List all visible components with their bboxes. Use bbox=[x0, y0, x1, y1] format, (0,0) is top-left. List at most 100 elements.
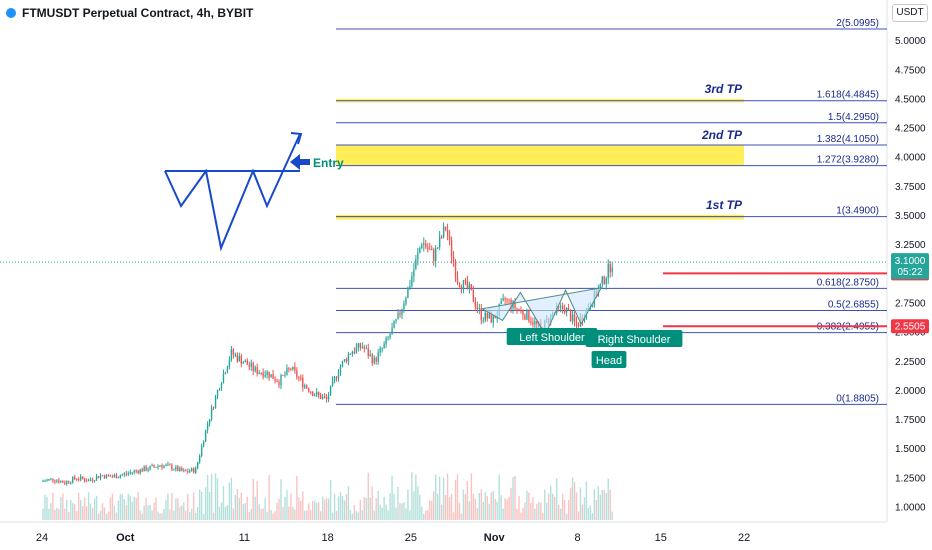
volume-bar bbox=[139, 510, 141, 520]
candle-body bbox=[532, 322, 534, 325]
candle-body bbox=[89, 479, 92, 481]
y-tick-label: 5.0000 bbox=[895, 36, 926, 47]
candle-body bbox=[319, 394, 322, 399]
candle-body bbox=[488, 313, 490, 319]
volume-bar bbox=[107, 511, 110, 520]
volume-bar bbox=[339, 491, 342, 520]
candle-body bbox=[470, 284, 473, 291]
fib-level-label: 2(5.0995) bbox=[836, 18, 879, 29]
candle-body bbox=[458, 283, 461, 287]
candle-body bbox=[500, 300, 502, 305]
candle-body bbox=[169, 464, 171, 466]
volume-bar bbox=[147, 505, 149, 520]
volume-bar bbox=[496, 501, 498, 520]
candle-body bbox=[210, 407, 213, 420]
candle-body bbox=[419, 247, 421, 253]
volume-bar bbox=[149, 504, 151, 520]
candle-body bbox=[248, 364, 250, 367]
y-tick-label: 1.7500 bbox=[895, 415, 926, 426]
volume-bar bbox=[589, 505, 592, 520]
candle-body bbox=[183, 470, 185, 472]
volume-bar bbox=[70, 499, 72, 520]
candle-body bbox=[62, 481, 64, 483]
volume-bar bbox=[522, 507, 524, 520]
volume-bar bbox=[198, 489, 201, 520]
fib-level-label: 1.618(4.4845) bbox=[817, 90, 879, 101]
candle-body bbox=[335, 377, 338, 379]
volume-bar bbox=[325, 498, 328, 520]
volume-bar bbox=[357, 512, 360, 520]
volume-bar bbox=[163, 508, 165, 520]
candle-body bbox=[355, 347, 358, 353]
volume-bar bbox=[579, 487, 582, 520]
candle-body bbox=[405, 297, 407, 304]
candle-body bbox=[575, 321, 578, 326]
y-tick-label: 1.2500 bbox=[895, 473, 926, 484]
volume-bar bbox=[101, 503, 104, 520]
volume-bar bbox=[177, 498, 179, 520]
y-tick-label: 3.7500 bbox=[895, 182, 926, 193]
candle-body bbox=[115, 475, 118, 479]
candle-body bbox=[359, 343, 362, 348]
candle-body bbox=[97, 476, 100, 479]
y-tick-label: 1.5000 bbox=[895, 444, 926, 455]
volume-bar bbox=[498, 474, 500, 520]
candle-body bbox=[607, 264, 609, 279]
candle-body bbox=[244, 360, 246, 363]
volume-bar bbox=[468, 501, 471, 520]
volume-bar bbox=[405, 508, 407, 520]
volume-bar bbox=[353, 505, 356, 520]
candle-body bbox=[417, 252, 419, 260]
candle-body bbox=[232, 349, 235, 355]
volume-bar bbox=[81, 506, 84, 520]
candle-body bbox=[185, 470, 187, 472]
candle-body bbox=[518, 308, 520, 311]
volume-bar bbox=[115, 512, 118, 520]
volume-bar bbox=[397, 487, 399, 520]
volume-bar bbox=[331, 512, 334, 520]
volume-bar bbox=[611, 511, 613, 520]
volume-bar bbox=[175, 498, 177, 520]
candle-body bbox=[220, 383, 223, 389]
volume-bar bbox=[504, 498, 506, 520]
fib-level-label: 0.5(2.6855) bbox=[828, 299, 879, 310]
candle-body bbox=[401, 308, 403, 315]
volume-bar bbox=[262, 508, 264, 520]
candle-body bbox=[339, 366, 342, 373]
volume-bar bbox=[488, 503, 490, 520]
candle-body bbox=[530, 321, 532, 323]
volume-bar bbox=[42, 508, 44, 520]
volume-bar bbox=[407, 489, 409, 520]
volume-bar bbox=[46, 496, 48, 520]
candle-body bbox=[83, 478, 86, 481]
volume-bar bbox=[248, 512, 250, 520]
right-shoulder-label: Right Shoulder bbox=[598, 334, 671, 346]
candle-body bbox=[200, 445, 203, 456]
volume-bar bbox=[452, 512, 455, 520]
candle-body bbox=[536, 321, 538, 324]
candle-body bbox=[456, 277, 459, 284]
candle-body bbox=[153, 465, 155, 467]
volume-bar bbox=[228, 482, 231, 520]
currency-button[interactable]: USDT bbox=[892, 4, 928, 22]
candle-body bbox=[228, 360, 231, 368]
candle-body bbox=[121, 474, 124, 476]
volume-bar bbox=[442, 477, 445, 520]
candle-body bbox=[135, 470, 137, 472]
x-tick-label: 24 bbox=[36, 532, 48, 544]
volume-bar bbox=[278, 498, 280, 520]
candle-body bbox=[563, 309, 566, 313]
volume-bar bbox=[95, 495, 98, 520]
volume-bar bbox=[567, 499, 570, 520]
candle-body bbox=[365, 348, 367, 350]
volume-bar bbox=[393, 493, 395, 520]
volume-bar bbox=[415, 474, 417, 520]
volume-bar bbox=[591, 513, 594, 520]
candle-body bbox=[278, 381, 280, 386]
candle-body bbox=[462, 280, 465, 290]
volume-bar bbox=[321, 496, 324, 520]
volume-bar bbox=[444, 494, 447, 520]
candle-body bbox=[236, 354, 239, 361]
candle-body bbox=[216, 390, 219, 397]
